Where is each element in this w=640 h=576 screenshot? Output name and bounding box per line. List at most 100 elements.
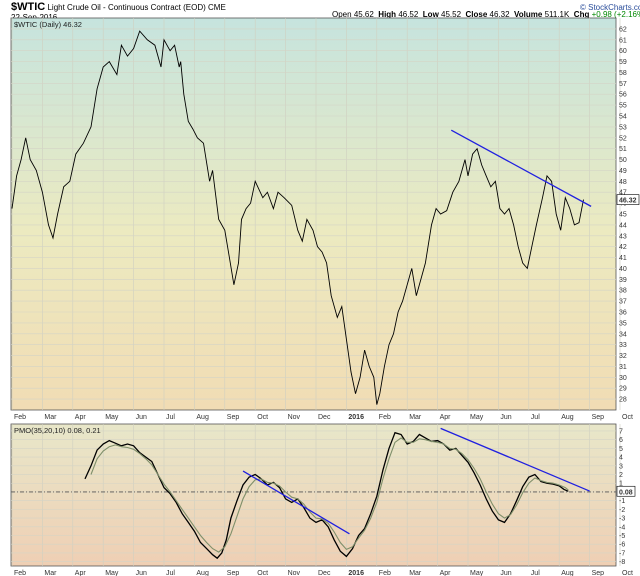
- x-tick-label: Mar: [409, 570, 422, 576]
- symbol: $WTIC: [11, 1, 46, 13]
- y-tick-label: 41: [619, 255, 627, 262]
- y-tick-label: -6: [619, 542, 625, 549]
- price-series-line: [11, 30, 584, 405]
- x-tick-label: Apr: [75, 414, 87, 421]
- x-tick-label: Apr: [440, 570, 452, 576]
- last-pmo-tag: [616, 485, 636, 497]
- x-tick-label: 2016: [348, 414, 364, 421]
- y-tick-label: 35: [619, 320, 627, 327]
- y-tick-label: -4: [619, 524, 625, 531]
- x-tick-label: Jul: [166, 414, 175, 421]
- last-pmo-label: 0.08: [619, 489, 633, 496]
- x-tick-label: Nov: [288, 570, 301, 576]
- x-tick-label: Feb: [14, 414, 26, 421]
- x-tick-label: Aug: [561, 570, 574, 576]
- pmo-signal-line: [90, 437, 569, 553]
- y-tick-label: -5: [619, 533, 625, 540]
- x-tick-label: Mar: [409, 414, 422, 421]
- x-tick-label: Sep: [592, 414, 605, 421]
- y-tick-label: 33: [619, 342, 627, 349]
- x-tick-label: Sep: [227, 570, 240, 576]
- y-tick-label: 57: [619, 81, 627, 88]
- pmo-trendline: [440, 427, 590, 492]
- last-price-tag: [616, 194, 640, 205]
- y-tick-label: 48: [619, 179, 627, 186]
- y-tick-label: 62: [619, 26, 627, 33]
- x-tick-label: Aug: [196, 414, 209, 421]
- y-tick-label: 58: [619, 70, 627, 77]
- y-tick-label: 45: [619, 212, 627, 219]
- y-tick-label: 32: [619, 353, 627, 360]
- exchange: CME: [208, 3, 226, 12]
- x-tick-label: Aug: [561, 414, 574, 421]
- y-tick-label: -3: [619, 516, 625, 523]
- chart-date: 22-Sep-2016: [11, 13, 58, 22]
- ohlc-readout: Open 45.62 High 46.52 Low 45.52 Close 46…: [332, 10, 640, 19]
- y-tick-label: 37: [619, 299, 627, 306]
- x-tick-label: Feb: [379, 414, 391, 421]
- y-tick-label: 39: [619, 277, 627, 284]
- y-tick-label: 50: [619, 157, 627, 164]
- x-tick-label: Apr: [75, 570, 87, 576]
- y-tick-label: 43: [619, 233, 627, 240]
- y-tick-label: 1: [619, 481, 623, 488]
- y-tick-label: 51: [619, 146, 627, 153]
- y-tick-label: 60: [619, 48, 627, 55]
- x-tick-label: Feb: [14, 570, 26, 576]
- stockcharts-logo: © StockCharts.com: [580, 3, 640, 12]
- y-tick-label: 36: [619, 310, 627, 317]
- x-tick-label: Dec: [318, 570, 331, 576]
- y-tick-label: 42: [619, 244, 627, 251]
- y-tick-label: 29: [619, 386, 627, 393]
- x-tick-label: Mar: [44, 414, 57, 421]
- x-tick-label: Oct: [622, 414, 633, 421]
- x-tick-label: Oct: [622, 570, 633, 576]
- y-tick-label: 31: [619, 364, 627, 371]
- y-tick-label: -8: [619, 559, 625, 566]
- x-tick-label: Apr: [440, 414, 452, 421]
- legend-label: $WTIC (Daily) 46.32: [14, 20, 82, 29]
- y-tick-label: 2: [619, 472, 623, 479]
- last-price-label: 46.32: [619, 198, 637, 205]
- description: Light Crude Oil - Continuous Contract (E…: [47, 3, 206, 12]
- y-tick-label: 7: [619, 428, 623, 435]
- y-tick-label: 6: [619, 437, 623, 444]
- y-tick-label: -7: [619, 550, 625, 557]
- y-tick-label: 44: [619, 222, 627, 229]
- x-tick-label: May: [105, 570, 119, 576]
- pmo-panel: -8-7-6-5-4-3-2-101234567FebMarAprMayJunJ…: [10, 423, 636, 576]
- y-tick-label: 61: [619, 37, 627, 44]
- y-tick-label: -2: [619, 507, 625, 514]
- y-tick-label: 3: [619, 463, 623, 470]
- y-tick-label: 52: [619, 135, 627, 142]
- y-tick-label: 4: [619, 455, 623, 462]
- pmo-trendline: [242, 470, 350, 535]
- x-tick-label: May: [105, 414, 119, 421]
- x-tick-label: Oct: [257, 414, 268, 421]
- x-tick-label: Feb: [379, 570, 391, 576]
- x-tick-label: Jun: [136, 414, 147, 421]
- x-tick-label: May: [470, 570, 484, 576]
- y-tick-label: 28: [619, 397, 627, 404]
- price-trendline: [450, 129, 592, 207]
- y-tick-label: 49: [619, 168, 627, 175]
- x-tick-label: Jun: [500, 570, 511, 576]
- x-tick-label: 2016: [348, 570, 364, 576]
- x-tick-label: Dec: [318, 414, 331, 421]
- y-tick-label: 53: [619, 124, 627, 131]
- y-tick-label: 55: [619, 103, 627, 110]
- x-tick-label: Jul: [531, 570, 540, 576]
- y-tick-label: 40: [619, 266, 627, 273]
- pmo-line: [84, 431, 569, 560]
- x-tick-label: Jun: [500, 414, 511, 421]
- y-tick-label: 47: [619, 190, 627, 197]
- x-tick-label: May: [470, 414, 484, 421]
- x-tick-label: Oct: [257, 570, 268, 576]
- x-tick-label: Aug: [196, 570, 209, 576]
- y-tick-label: 34: [619, 331, 627, 338]
- legend-label: PMO(35,20,10) 0.08, 0.21: [14, 426, 101, 435]
- pmo-panel-background: [10, 423, 617, 567]
- y-tick-label: 30: [619, 375, 627, 382]
- y-tick-label: 56: [619, 92, 627, 99]
